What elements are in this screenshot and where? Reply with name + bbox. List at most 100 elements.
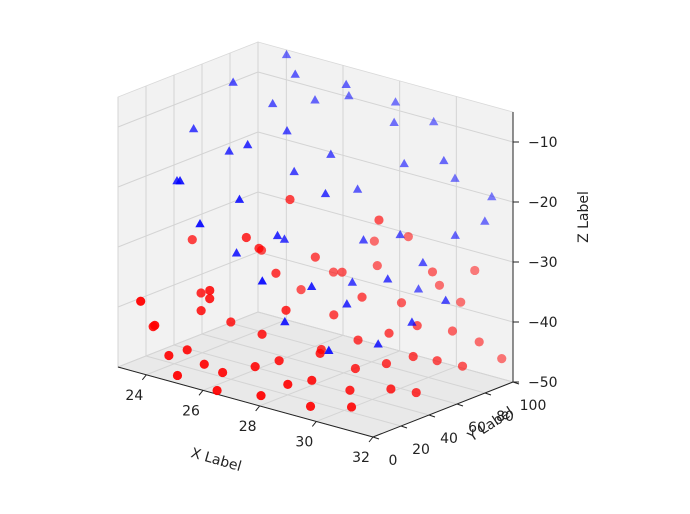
blue-triangle-point [441,295,451,304]
data-points [136,49,507,412]
x-axis-line [117,366,374,438]
x-tick-label: 26 [182,403,200,419]
red-circle-point [447,326,458,336]
blue-triangle-point [342,299,352,308]
z-tick-label: −50 [528,375,558,391]
red-circle-point [196,305,206,316]
blue-triangle-point [228,77,238,86]
blue-triangle-point [289,166,299,176]
red-circle-point [337,267,347,277]
blue-triangle-point [231,248,242,257]
red-circle-point [187,235,197,245]
x-grid-floor [316,365,457,422]
z-grid-left [117,191,259,248]
red-circle-point [403,232,413,242]
red-circle-point [271,268,281,278]
red-circle-point [218,367,228,378]
blue-triangle-point [358,235,369,244]
z-grid-back [257,131,514,203]
axis-panes [116,41,515,438]
red-circle-point [346,402,357,412]
blue-triangle-point [188,123,199,133]
red-circle-point [305,401,316,411]
red-circle-point [457,361,468,371]
red-circle-point [164,350,174,361]
blue-triangle-point [224,146,234,155]
red-circle-point [315,348,325,358]
axis-lines [117,112,520,443]
red-circle-point [411,387,421,398]
y-grid-floor [229,322,486,394]
red-circle-point [434,280,445,290]
blue-triangle-point [395,229,405,239]
red-circle-point [310,252,320,262]
tick-mark [311,421,317,427]
blue-triangle-point [418,257,428,267]
blue-triangle-point [280,316,290,326]
tick-mark [484,392,492,396]
red-circle-point [396,298,407,308]
y-tick-label: 0 [389,453,398,469]
red-circle-point [257,329,267,339]
z-tick-label: −40 [528,315,558,331]
blue-triangle-point [282,126,292,135]
x-grid-floor [146,319,287,376]
blue-triangle-point [450,173,460,182]
blue-triangle-point [480,216,490,225]
blue-triangle-point [324,345,334,354]
red-circle-point [226,317,236,327]
tick-mark [400,425,408,429]
tick-mark [428,414,436,418]
blue-triangle-point [257,276,267,285]
y-grid-floor [173,344,430,416]
blue-triangle-point [243,139,253,149]
red-circle-point [456,297,466,307]
red-circle-point [274,356,284,366]
red-circle-point [328,267,339,277]
x-tick-label: 28 [239,419,257,435]
red-circle-point [374,215,384,225]
blue-triangle-point [175,176,185,185]
y-tick-label: 40 [440,431,458,447]
red-circle-point [241,232,251,243]
red-circle-point [196,288,206,298]
z-tick-label: −20 [528,195,558,211]
tick-mark [141,374,147,381]
tick-mark [255,405,261,412]
z-grid-back [257,71,514,143]
blue-triangle-point [390,97,401,106]
blue-triangle-point [290,69,300,78]
blue-triangle-point [320,188,331,198]
blue-triangle-point [439,155,449,165]
x-tick-label: 24 [125,388,143,404]
tick-mark [372,436,380,440]
x-tick-label: 32 [352,450,370,466]
tick-mark [198,390,204,396]
y-tick-label: 60 [468,420,486,436]
red-circle-point [329,310,339,320]
x-grid-floor [259,350,400,407]
blue-triangle-point [407,317,417,326]
red-circle-point [372,260,382,271]
x-grid-floor [202,334,344,391]
z-grid-back [257,191,514,263]
blue-triangle-point [341,79,351,89]
red-circle-point [307,375,317,385]
red-circle-point [386,384,396,394]
red-circle-point [212,385,222,396]
blue-triangle-point [344,90,354,100]
y-grid-floor [145,355,402,427]
red-circle-point [283,379,293,389]
red-circle-point [427,267,438,277]
y-tick-label: 80 [496,409,514,425]
red-circle-point [285,194,295,205]
red-circle-point [497,354,507,364]
blue-triangle-point [399,158,409,168]
red-circle-point [205,294,215,304]
red-circle-point [381,358,392,369]
red-circle-point [172,370,183,381]
y-tick-label: 20 [412,442,430,458]
blue-triangle-point [234,194,245,203]
z-grid-back [257,251,514,323]
red-circle-point [470,265,480,276]
